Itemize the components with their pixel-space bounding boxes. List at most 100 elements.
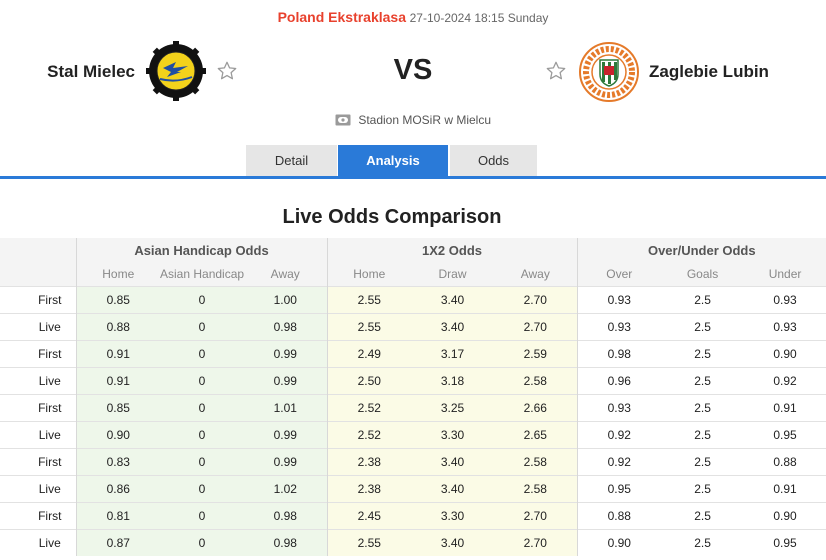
column-header: Asian Handicap: [160, 263, 244, 286]
x12-home-odds: 2.55: [326, 312, 411, 340]
ou-over-odds: 0.93: [576, 393, 662, 421]
ah-away-odds: 0.99: [244, 420, 327, 448]
ah-home-odds: 0.81: [75, 501, 160, 529]
ah-home-odds: 0.86: [75, 474, 160, 502]
x12-draw-odds: 3.40: [411, 312, 494, 340]
row-type-label: First: [0, 285, 77, 313]
away-favorite-star-icon[interactable]: [545, 60, 567, 82]
table-row: Live 0.87 0 0.98 2.55 3.40 2.70 0.90 2.5 0.95: [0, 528, 826, 556]
row-type-label: Live: [0, 366, 77, 394]
away-team-name[interactable]: Zaglebie Lubin: [649, 62, 769, 81]
x12-draw-odds: 3.40: [411, 285, 494, 313]
column-header: Over: [576, 263, 662, 286]
ou-under-odds: 0.90: [744, 501, 826, 529]
ah-handicap-line: 0: [160, 528, 244, 556]
ah-away-odds: 1.00: [244, 285, 327, 313]
ou-under-odds: 0.92: [744, 366, 826, 394]
ah-handicap-line: 0: [160, 312, 244, 340]
ah-handicap-line: 0: [160, 420, 244, 448]
column-header: Away: [494, 263, 578, 286]
ah-away-odds: 0.99: [244, 447, 327, 475]
x12-draw-odds: 3.25: [411, 393, 494, 421]
stadium-icon: [335, 114, 351, 126]
x12-group-header: 1X2 Odds: [326, 238, 578, 263]
ou-under-odds: 0.91: [744, 474, 826, 502]
ou-under-odds: 0.91: [744, 393, 826, 421]
tab-analysis[interactable]: Analysis: [338, 145, 448, 176]
table-row: First 0.85 0 1.00 2.55 3.40 2.70 0.93 2.5 0.93: [0, 285, 826, 313]
ah-home-odds: 0.87: [75, 528, 160, 556]
ou-goals-line: 2.5: [661, 474, 745, 502]
x12-away-odds: 2.65: [494, 420, 578, 448]
x12-away-odds: 2.58: [494, 366, 578, 394]
ou-goals-line: 2.5: [661, 528, 745, 556]
ou-goals-line: 2.5: [661, 312, 745, 340]
odds-comparison-table: Asian Handicap Odds 1X2 Odds Over/Under …: [0, 238, 826, 556]
league-name[interactable]: Poland Ekstraklasa: [277, 9, 406, 25]
ah-away-odds: 0.99: [244, 366, 327, 394]
x12-away-odds: 2.70: [494, 501, 578, 529]
home-team-logo[interactable]: [146, 41, 206, 101]
home-team-name[interactable]: Stal Mielec: [47, 62, 135, 81]
tab-underline: [0, 176, 826, 179]
home-favorite-star-icon[interactable]: [216, 60, 238, 82]
x12-draw-odds: 3.40: [411, 474, 494, 502]
tab-detail[interactable]: Detail: [246, 145, 337, 176]
ah-handicap-line: 0: [160, 393, 244, 421]
ou-under-odds: 0.88: [744, 447, 826, 475]
ah-away-odds: 1.02: [244, 474, 327, 502]
x12-draw-odds: 3.30: [411, 420, 494, 448]
column-header: Away: [244, 263, 327, 286]
row-type-label: Live: [0, 528, 77, 556]
over-under-group-header: Over/Under Odds: [576, 238, 826, 263]
x12-draw-odds: 3.40: [411, 528, 494, 556]
x12-home-odds: 2.55: [326, 528, 411, 556]
versus-label: VS: [393, 54, 433, 86]
ou-goals-line: 2.5: [661, 447, 745, 475]
ah-away-odds: 0.98: [244, 528, 327, 556]
ou-over-odds: 0.93: [576, 285, 662, 313]
x12-away-odds: 2.70: [494, 285, 578, 313]
x12-home-odds: 2.55: [326, 285, 411, 313]
row-type-label: Live: [0, 312, 77, 340]
column-header: Home: [326, 263, 411, 286]
stadium-name: Stadion MOSiR w Mielcu: [358, 113, 492, 127]
ah-handicap-line: 0: [160, 339, 244, 367]
x12-draw-odds: 3.30: [411, 501, 494, 529]
column-header: Goals: [661, 263, 745, 286]
ou-goals-line: 2.5: [661, 285, 745, 313]
ou-goals-line: 2.5: [661, 339, 745, 367]
x12-home-odds: 2.38: [326, 447, 411, 475]
ou-goals-line: 2.5: [661, 366, 745, 394]
table-row: Live 0.90 0 0.99 2.52 3.30 2.65 0.92 2.5 0.95: [0, 420, 826, 448]
x12-draw-odds: 3.40: [411, 447, 494, 475]
ah-handicap-line: 0: [160, 501, 244, 529]
row-label-header: [0, 238, 77, 263]
ou-over-odds: 0.96: [576, 366, 662, 394]
ah-home-odds: 0.88: [75, 312, 160, 340]
ah-away-odds: 0.98: [244, 312, 327, 340]
ou-under-odds: 0.95: [744, 528, 826, 556]
ah-home-odds: 0.85: [75, 285, 160, 313]
asian-handicap-group-header: Asian Handicap Odds: [75, 238, 327, 263]
ou-under-odds: 0.93: [744, 285, 826, 313]
x12-away-odds: 2.66: [494, 393, 578, 421]
row-type-label: Live: [0, 474, 77, 502]
ah-handicap-line: 0: [160, 366, 244, 394]
table-row: First 0.85 0 1.01 2.52 3.25 2.66 0.93 2.5 0.91: [0, 393, 826, 421]
x12-draw-odds: 3.17: [411, 339, 494, 367]
ah-away-odds: 1.01: [244, 393, 327, 421]
ah-handicap-line: 0: [160, 285, 244, 313]
section-title: Live Odds Comparison: [282, 206, 502, 228]
tab-odds[interactable]: Odds: [450, 145, 537, 176]
ou-over-odds: 0.98: [576, 339, 662, 367]
x12-home-odds: 2.50: [326, 366, 411, 394]
row-type-label: First: [0, 393, 77, 421]
x12-away-odds: 2.58: [494, 447, 578, 475]
row-type-label: First: [0, 501, 77, 529]
away-team-logo[interactable]: [579, 42, 639, 102]
row-label-subheader: [0, 263, 77, 286]
x12-home-odds: 2.52: [326, 420, 411, 448]
table-row: Live 0.88 0 0.98 2.55 3.40 2.70 0.93 2.5 0.93: [0, 312, 826, 340]
row-type-label: First: [0, 447, 77, 475]
